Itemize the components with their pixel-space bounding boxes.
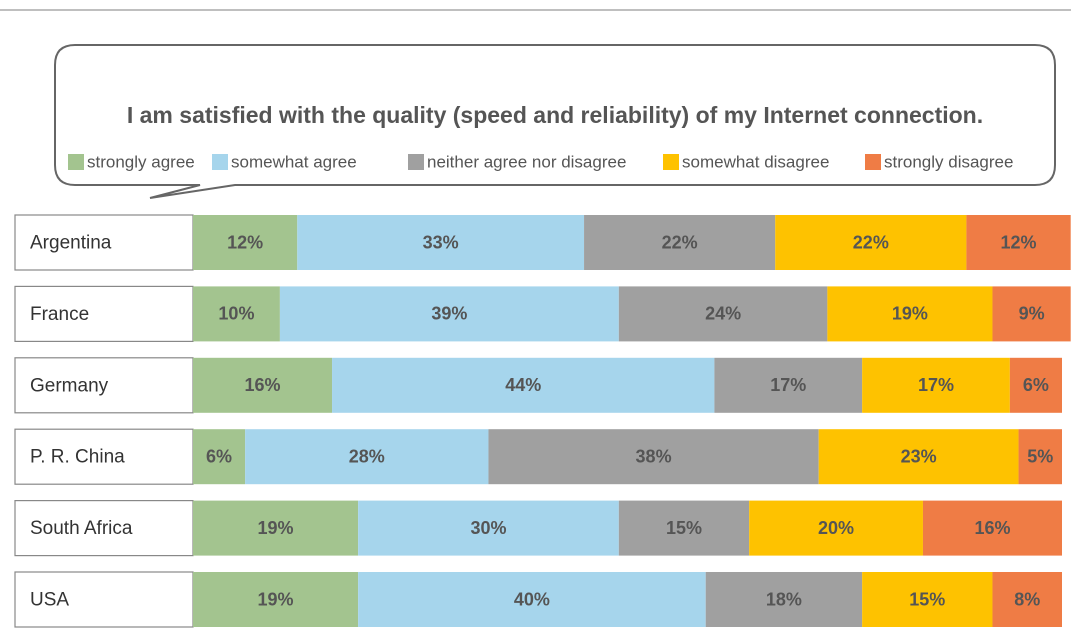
bar-segment xyxy=(584,215,776,270)
value-label: 24% xyxy=(705,304,741,324)
row-label: France xyxy=(30,304,89,325)
row-label: Argentina xyxy=(30,233,112,254)
value-label: 17% xyxy=(770,375,806,395)
row-label: P. R. China xyxy=(30,447,125,468)
value-label: 22% xyxy=(662,232,698,252)
value-label: 30% xyxy=(470,518,506,538)
value-label: 40% xyxy=(514,589,550,609)
row-label-box xyxy=(14,285,194,342)
row-label: Germany xyxy=(30,375,109,396)
value-label: 22% xyxy=(853,232,889,252)
value-label: 10% xyxy=(218,304,254,324)
bar-segment xyxy=(992,286,1071,342)
value-label: 8% xyxy=(1014,589,1040,609)
bar-segment xyxy=(358,500,619,556)
value-label: 6% xyxy=(206,446,232,466)
bar-segment xyxy=(488,429,819,485)
bar-segment xyxy=(1009,357,1062,413)
row-label-box xyxy=(14,428,194,485)
value-label: 17% xyxy=(918,375,954,395)
row-label-box xyxy=(14,500,194,557)
bar-segment xyxy=(279,286,619,342)
value-label: 6% xyxy=(1023,375,1049,395)
row-label-box xyxy=(14,571,194,628)
row-label-box xyxy=(14,214,194,271)
legend-label: strongly agree xyxy=(87,152,195,171)
bar-segment xyxy=(193,286,280,342)
bar-segment xyxy=(245,429,489,485)
bar-segment xyxy=(618,286,828,342)
legend-swatch xyxy=(212,154,228,170)
value-label: 38% xyxy=(636,446,672,466)
legend-swatch xyxy=(68,154,84,170)
value-label: 9% xyxy=(1019,304,1045,324)
value-label: 28% xyxy=(349,446,385,466)
value-label: 44% xyxy=(505,375,541,395)
bar-segment xyxy=(705,572,863,627)
bar-segment xyxy=(966,215,1071,270)
legend-label: somewhat agree xyxy=(231,152,357,171)
value-label: 15% xyxy=(909,589,945,609)
legend-label: strongly disagree xyxy=(884,152,1013,171)
bar-segment xyxy=(618,500,750,556)
speech-bubble xyxy=(54,44,1056,199)
bar-segment xyxy=(862,357,1010,413)
value-label: 19% xyxy=(258,589,294,609)
chart-title: I am satisfied with the quality (speed a… xyxy=(127,102,983,128)
legend-swatch xyxy=(663,154,679,170)
bar-segment xyxy=(775,215,967,270)
bar-segment xyxy=(818,429,1019,485)
bar-segment xyxy=(1018,429,1062,485)
bar-segment xyxy=(332,357,715,413)
value-label: 16% xyxy=(245,375,281,395)
value-label: 19% xyxy=(258,518,294,538)
bar-segment xyxy=(922,500,1062,556)
value-label: 5% xyxy=(1027,446,1053,466)
legend-label: neither agree nor disagree xyxy=(427,152,626,171)
value-label: 12% xyxy=(227,232,263,252)
bar-segment xyxy=(193,215,298,270)
legend-swatch xyxy=(408,154,424,170)
legend-label: somewhat disagree xyxy=(682,152,829,171)
bar-segment xyxy=(358,572,706,627)
value-label: 39% xyxy=(431,304,467,324)
value-label: 15% xyxy=(666,518,702,538)
bar-segment xyxy=(749,500,923,556)
bar-segment xyxy=(297,215,585,270)
value-label: 19% xyxy=(892,304,928,324)
bar-segment xyxy=(992,572,1062,627)
value-label: 23% xyxy=(901,446,937,466)
value-label: 16% xyxy=(974,518,1010,538)
bar-segment xyxy=(827,286,993,342)
row-label: South Africa xyxy=(30,518,133,539)
value-label: 33% xyxy=(423,232,459,252)
bar-segment xyxy=(193,572,359,627)
bar-segment xyxy=(193,429,246,485)
bar-segment xyxy=(862,572,993,627)
bar-segment xyxy=(714,357,863,413)
value-label: 18% xyxy=(766,589,802,609)
bar-segment xyxy=(193,357,333,413)
value-label: 20% xyxy=(818,518,854,538)
bar-segment xyxy=(193,500,359,556)
legend-swatch xyxy=(865,154,881,170)
row-label: USA xyxy=(30,590,69,611)
value-label: 12% xyxy=(1001,232,1037,252)
